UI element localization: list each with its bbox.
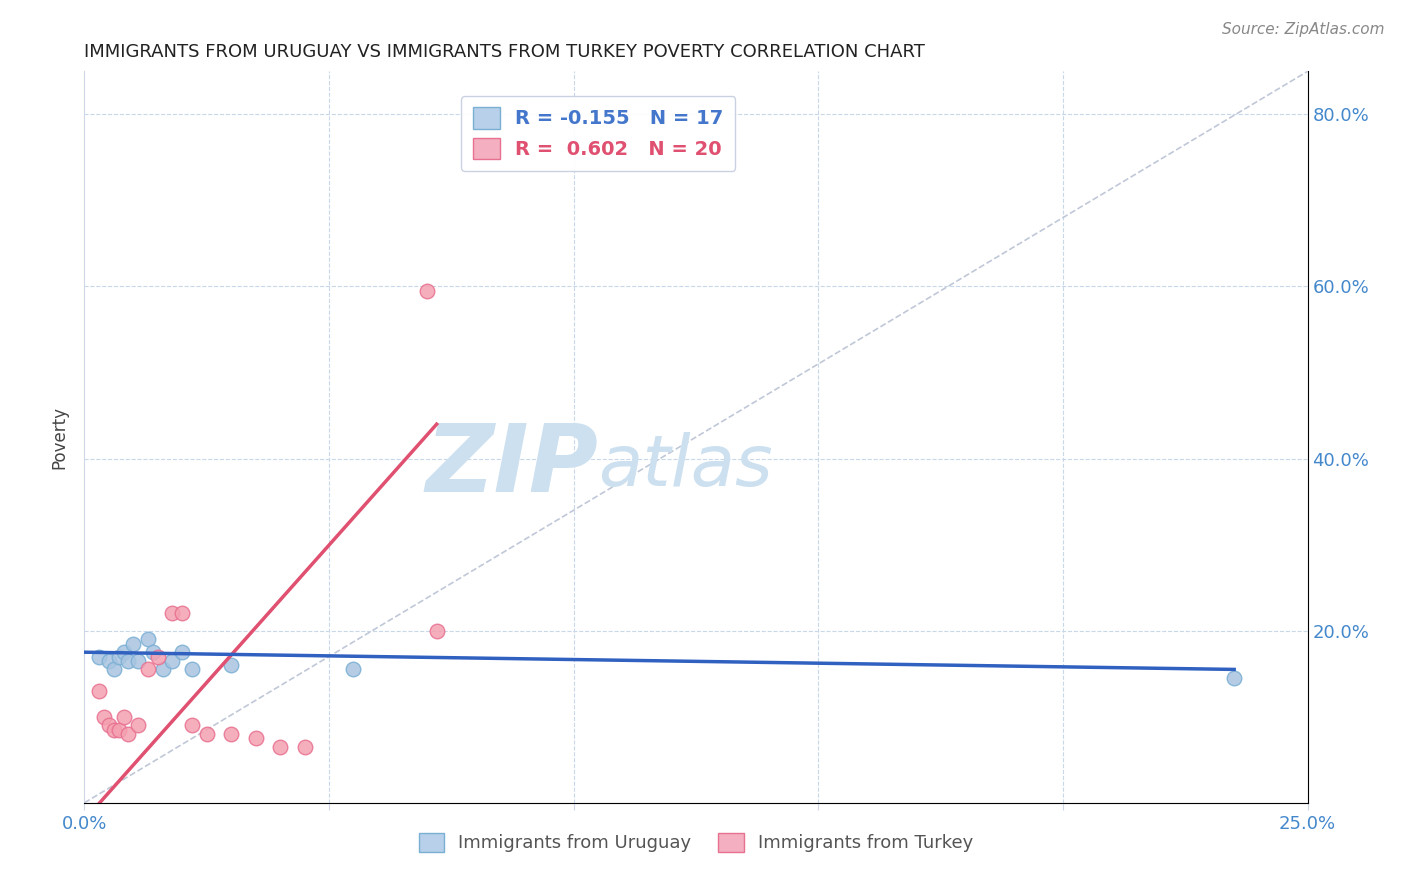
Point	[87, 684, 110, 698]
Point	[269, 739, 291, 754]
Point	[142, 645, 165, 659]
Point	[245, 731, 267, 746]
Point	[103, 662, 125, 676]
Point	[87, 649, 110, 664]
Text: Source: ZipAtlas.com: Source: ZipAtlas.com	[1222, 22, 1385, 37]
Point	[127, 718, 149, 732]
Point	[152, 662, 174, 676]
Point	[93, 710, 115, 724]
Point	[107, 649, 129, 664]
Point	[112, 710, 135, 724]
Point	[181, 718, 204, 732]
Text: atlas: atlas	[598, 432, 773, 500]
Point	[117, 654, 139, 668]
Point	[146, 649, 169, 664]
Point	[112, 645, 135, 659]
Point	[117, 727, 139, 741]
Point	[122, 637, 145, 651]
Point	[162, 607, 184, 621]
Y-axis label: Poverty: Poverty	[51, 406, 69, 468]
Point	[107, 723, 129, 737]
Point	[181, 662, 204, 676]
Text: ZIP: ZIP	[425, 420, 598, 512]
Point	[103, 723, 125, 737]
Point	[342, 662, 364, 676]
Point	[219, 727, 242, 741]
Point	[294, 739, 316, 754]
Legend: Immigrants from Uruguay, Immigrants from Turkey: Immigrants from Uruguay, Immigrants from…	[412, 826, 980, 860]
Point	[136, 662, 159, 676]
Point	[426, 624, 449, 638]
Point	[136, 632, 159, 647]
Point	[162, 654, 184, 668]
Point	[97, 718, 120, 732]
Point	[172, 645, 194, 659]
Point	[97, 654, 120, 668]
Point	[219, 658, 242, 673]
Text: IMMIGRANTS FROM URUGUAY VS IMMIGRANTS FROM TURKEY POVERTY CORRELATION CHART: IMMIGRANTS FROM URUGUAY VS IMMIGRANTS FR…	[84, 44, 925, 62]
Point	[127, 654, 149, 668]
Point	[416, 284, 439, 298]
Point	[1223, 671, 1246, 685]
Point	[172, 607, 194, 621]
Point	[195, 727, 218, 741]
